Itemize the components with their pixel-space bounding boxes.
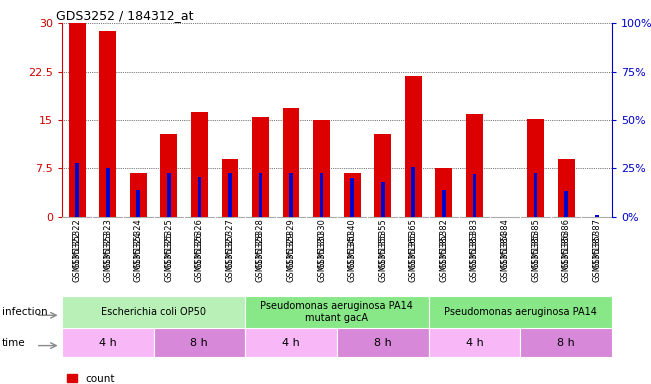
- Legend: count, percentile rank within the sample: count, percentile rank within the sample: [67, 374, 262, 384]
- Text: 8 h: 8 h: [557, 338, 575, 348]
- Text: Pseudomonas aeruginosa PA14
mutant gacA: Pseudomonas aeruginosa PA14 mutant gacA: [260, 301, 413, 323]
- Text: GSM135327: GSM135327: [225, 231, 234, 282]
- Bar: [106, 169, 109, 217]
- Text: 4 h: 4 h: [99, 338, 117, 348]
- Text: Pseudomonas aeruginosa PA14: Pseudomonas aeruginosa PA14: [444, 307, 597, 317]
- Text: GSM135385: GSM135385: [531, 231, 540, 282]
- Bar: [137, 190, 140, 217]
- Bar: [558, 159, 574, 217]
- Bar: [411, 167, 415, 217]
- Bar: [473, 174, 477, 217]
- Bar: [344, 173, 361, 217]
- Bar: [245, 328, 337, 357]
- Bar: [258, 173, 262, 217]
- Text: GDS3252 / 184312_at: GDS3252 / 184312_at: [57, 9, 194, 22]
- Text: GSM135326: GSM135326: [195, 231, 204, 282]
- Bar: [520, 328, 612, 357]
- Text: Escherichia coli OP50: Escherichia coli OP50: [101, 307, 206, 317]
- Text: GSM135383: GSM135383: [470, 231, 479, 282]
- Text: time: time: [2, 338, 25, 348]
- Text: GSM135329: GSM135329: [286, 231, 296, 282]
- Bar: [405, 76, 422, 217]
- Text: GSM135355: GSM135355: [378, 231, 387, 282]
- Bar: [337, 328, 428, 357]
- Bar: [381, 182, 385, 217]
- Bar: [428, 328, 520, 357]
- Bar: [69, 23, 85, 217]
- Bar: [564, 191, 568, 217]
- Text: GSM135384: GSM135384: [501, 231, 510, 282]
- Text: GSM135325: GSM135325: [164, 231, 173, 282]
- Bar: [130, 173, 146, 217]
- Bar: [283, 108, 299, 217]
- Bar: [100, 31, 116, 217]
- Text: 4 h: 4 h: [282, 338, 300, 348]
- Bar: [466, 114, 483, 217]
- Bar: [154, 328, 245, 357]
- Text: GSM135328: GSM135328: [256, 231, 265, 282]
- Bar: [228, 173, 232, 217]
- Text: GSM135386: GSM135386: [562, 231, 570, 282]
- Bar: [534, 173, 537, 217]
- Bar: [350, 178, 354, 217]
- Bar: [313, 120, 330, 217]
- Text: 4 h: 4 h: [465, 338, 483, 348]
- Text: GSM135387: GSM135387: [592, 231, 601, 282]
- Text: 8 h: 8 h: [191, 338, 208, 348]
- Text: infection: infection: [2, 307, 48, 317]
- Bar: [62, 296, 245, 328]
- Bar: [527, 119, 544, 217]
- Text: GSM135382: GSM135382: [439, 231, 449, 282]
- Text: GSM135330: GSM135330: [317, 231, 326, 282]
- Text: GSM135323: GSM135323: [104, 231, 112, 282]
- Bar: [197, 177, 201, 217]
- Text: GSM135365: GSM135365: [409, 231, 418, 282]
- Bar: [221, 159, 238, 217]
- Text: GSM135324: GSM135324: [133, 231, 143, 282]
- Bar: [245, 296, 428, 328]
- Bar: [374, 134, 391, 217]
- Bar: [167, 173, 171, 217]
- Bar: [595, 215, 598, 217]
- Text: GSM135322: GSM135322: [73, 231, 81, 282]
- Bar: [62, 328, 154, 357]
- Text: 8 h: 8 h: [374, 338, 392, 348]
- Bar: [191, 112, 208, 217]
- Bar: [436, 169, 452, 217]
- Text: GSM135340: GSM135340: [348, 231, 357, 282]
- Bar: [320, 173, 324, 217]
- Bar: [160, 134, 177, 217]
- Bar: [428, 296, 612, 328]
- Bar: [289, 173, 293, 217]
- Bar: [442, 190, 446, 217]
- Bar: [252, 117, 269, 217]
- Bar: [76, 163, 79, 217]
